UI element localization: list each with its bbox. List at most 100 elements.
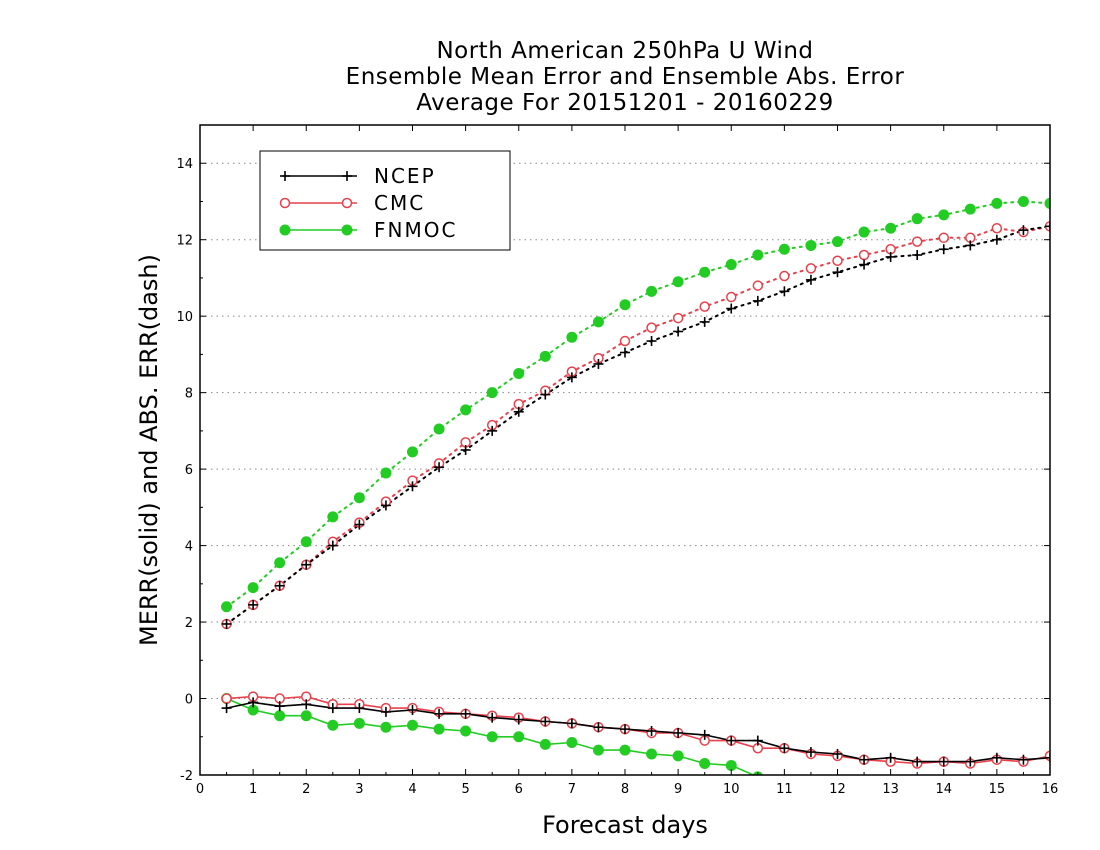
x-tick-label: 2 (302, 782, 310, 797)
ncep-mean-err-point (540, 716, 551, 727)
fnmoc-abs-err-point (221, 601, 233, 613)
fnmoc-abs-err-point (513, 368, 525, 380)
cmc-abs-err-point (991, 222, 1003, 234)
ncep-mean-err-point (965, 756, 976, 767)
x-tick-label: 10 (723, 782, 740, 797)
ncep-abs-err-point (434, 462, 445, 473)
ncep-abs-err-point (832, 267, 843, 278)
ncep-mean-err-point (805, 747, 816, 758)
chart-title-line-3: Average For 20151201 - 20160229 (416, 90, 834, 116)
ncep-abs-err-point (912, 250, 923, 260)
fnmoc-abs-err-point (911, 213, 923, 225)
ncep-mean-err-point (354, 703, 365, 714)
x-tick-label: 7 (568, 782, 576, 797)
fnmoc-mean-err-point (699, 758, 711, 770)
legend-marker-cmc (279, 197, 291, 209)
fnmoc-mean-err-point (407, 719, 418, 731)
fnmoc-abs-err-point (539, 350, 551, 362)
fnmoc-mean-err-point (725, 759, 737, 771)
ncep-mean-err-point (407, 705, 418, 715)
chart-title-line-1: North American 250hPa U Wind (436, 38, 814, 64)
y-tick-label: 4 (185, 540, 193, 555)
fnmoc-mean-err-point (353, 717, 365, 729)
y-axis-title: MERR(solid) and ABS. ERR(dash) (135, 254, 163, 646)
fnmoc-mean-err-point (672, 750, 684, 762)
ncep-abs-err-point (779, 286, 790, 297)
ncep-mean-err-point (859, 754, 870, 765)
ncep-abs-err-point (991, 234, 1002, 245)
ncep-abs-err-point (673, 326, 684, 337)
legend-label-ncep: NCEP (374, 164, 436, 188)
cmc-abs-err-point (699, 301, 710, 312)
fnmoc-abs-err-point (1044, 197, 1050, 209)
x-tick-label: 1 (249, 782, 257, 797)
ncep-mean-err-point (248, 697, 259, 708)
cmc-abs-err-point (752, 280, 764, 291)
cmc-abs-err-point (858, 249, 870, 261)
y-tick-label: -2 (180, 769, 193, 784)
y-tick-label: 14 (176, 157, 193, 172)
cmc-abs-err-point (779, 270, 790, 282)
cmc-mean-err-point (221, 693, 232, 704)
x-tick-label: 11 (776, 782, 793, 797)
fnmoc-abs-err-point (353, 492, 365, 504)
y-tick-label: 8 (185, 387, 193, 402)
ncep-mean-err-point (566, 718, 577, 729)
fnmoc-mean-err-point (539, 738, 551, 750)
ncep-mean-err-point (912, 756, 923, 767)
ncep-abs-err-point (407, 481, 418, 492)
fnmoc-abs-err-point (832, 236, 843, 248)
y-tick-label: 2 (185, 616, 193, 631)
fnmoc-mean-err-point (592, 744, 604, 756)
legend-label-fnmoc: FNMOC (374, 218, 457, 242)
x-tick-label: 9 (674, 782, 682, 797)
fnmoc-abs-err-point (672, 276, 684, 288)
ncep-abs-err-point (1045, 221, 1050, 232)
y-tick-label: 12 (176, 234, 193, 249)
fnmoc-abs-err-point (433, 423, 445, 435)
fnmoc-mean-err-point (380, 721, 392, 733)
ncep-mean-err-point (938, 756, 949, 767)
ncep-mean-err-point (460, 708, 471, 719)
ncep-mean-err-point (434, 708, 445, 719)
fnmoc-abs-err-point (752, 249, 764, 261)
ncep-abs-err-point (380, 500, 391, 511)
ncep-abs-err-point (593, 358, 604, 369)
ncep-abs-err-point (274, 580, 285, 591)
ncep-abs-err-point (513, 406, 524, 417)
ncep-abs-err-point (487, 425, 498, 436)
fnmoc-mean-err-point (486, 731, 498, 743)
x-tick-label: 12 (829, 782, 846, 797)
ncep-mean-err-point (327, 703, 338, 714)
fnmoc-mean-err-point (433, 723, 445, 735)
legend-box (259, 150, 511, 251)
cmc-abs-err-point (805, 263, 817, 274)
ncep-abs-err-line (225, 225, 1050, 625)
ncep-mean-err-point (699, 729, 710, 740)
ncep-abs-err-point (221, 618, 232, 629)
fnmoc-abs-err-point (805, 239, 817, 251)
ncep-abs-err-point (620, 347, 630, 358)
fnmoc-mean-err-point (274, 710, 286, 722)
cmc-abs-err-point (938, 232, 949, 244)
ncep-mean-err-point (620, 724, 630, 735)
grid-lines (200, 162, 1050, 776)
cmc-abs-err-point (619, 335, 631, 347)
y-tick-label: 6 (185, 463, 193, 478)
fnmoc-mean-err-point (646, 748, 658, 760)
ncep-abs-err-point (859, 259, 870, 270)
fnmoc-abs-err-point (380, 467, 392, 479)
cmc-abs-err-point (911, 236, 923, 247)
ncep-mean-err-point (779, 743, 790, 754)
legend: NCEP CMC FNMOC (259, 150, 511, 251)
y-tick-label: 10 (176, 310, 193, 325)
x-tick-label: 14 (935, 782, 952, 797)
fnmoc-abs-err-point (592, 316, 604, 328)
x-tick-label: 5 (461, 782, 469, 797)
y-tick-label: 0 (185, 693, 193, 708)
fnmoc-abs-err-point (566, 331, 578, 343)
fnmoc-mean-err-point (327, 719, 339, 731)
ncep-abs-err-point (646, 336, 657, 347)
cmc-abs-err-line (225, 225, 1050, 625)
